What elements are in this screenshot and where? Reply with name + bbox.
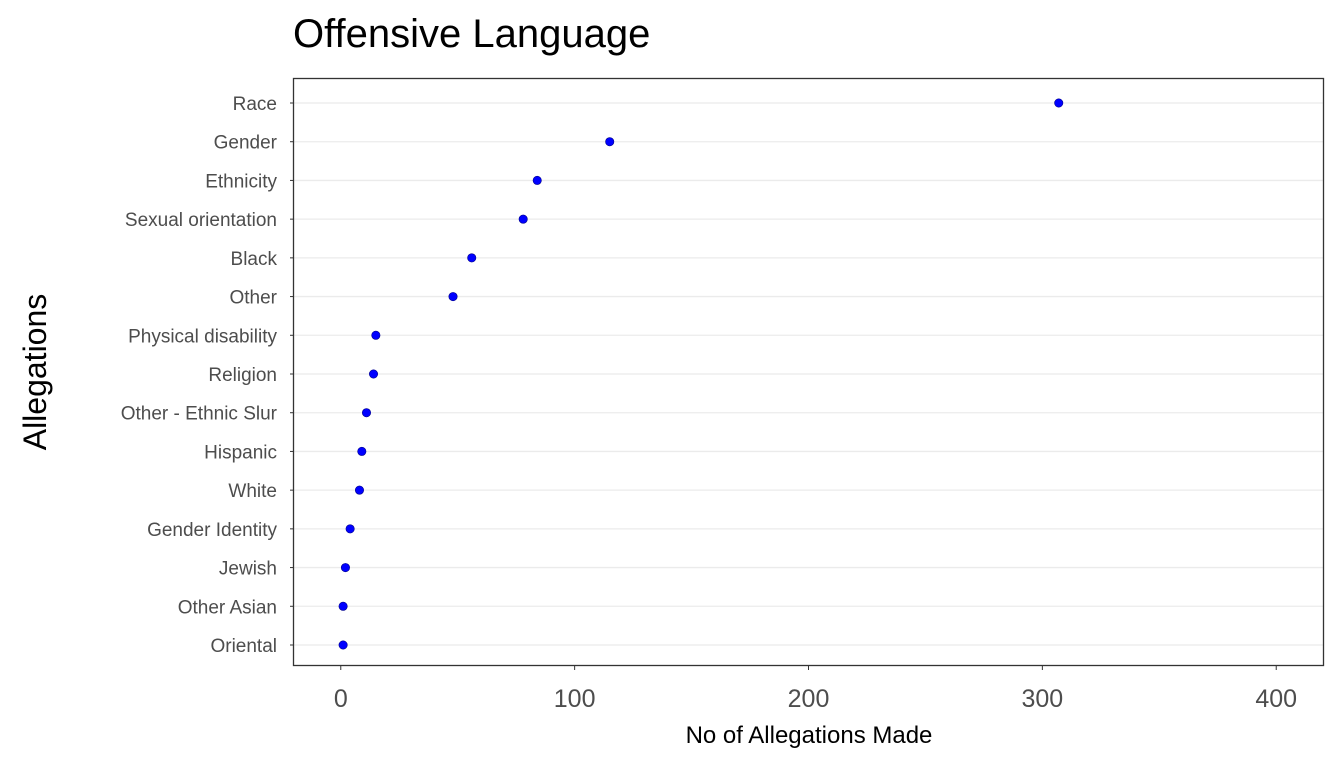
y-tick-label: Hispanic — [204, 442, 277, 463]
y-tick-label: Other — [229, 288, 277, 309]
x-tick-label: 300 — [1022, 685, 1064, 713]
data-point — [354, 485, 364, 495]
y-axis-title: Allegations — [17, 294, 53, 451]
x-tick-label: 0 — [334, 685, 348, 713]
data-point — [340, 563, 350, 573]
x-axis-title: No of Allegations Made — [686, 722, 933, 749]
y-tick-label: Sexual orientation — [125, 210, 277, 231]
data-point — [448, 292, 458, 302]
plot-panel — [292, 77, 1325, 667]
y-tick-label: Ethnicity — [205, 171, 277, 192]
data-point — [361, 408, 371, 418]
data-point — [605, 137, 615, 147]
y-tick-label: Oriental — [210, 636, 277, 657]
y-tick-labels: Race Gender Ethnicity Sexual orientation Bla… — [121, 94, 294, 657]
data-point — [338, 640, 348, 650]
y-tick-label: Gender — [214, 133, 278, 154]
x-tick-label: 200 — [788, 685, 830, 713]
y-tick-label: Other - Ethnic Slur — [121, 404, 278, 425]
x-tick-label: 100 — [554, 685, 596, 713]
y-tick-label: Black — [231, 249, 278, 270]
data-point — [371, 330, 381, 340]
y-tick-label: Race — [233, 94, 277, 115]
data-points — [338, 98, 1064, 650]
data-point — [518, 214, 528, 224]
y-tick-label: Other Asian — [178, 597, 277, 618]
data-point — [1054, 98, 1064, 108]
chart-title: Offensive Language — [293, 12, 651, 56]
y-tick-label: Jewish — [219, 559, 277, 580]
data-point — [338, 601, 348, 611]
y-tick-label: Gender Identity — [147, 520, 277, 541]
data-point — [532, 175, 542, 185]
y-tick-label: Physical disability — [128, 326, 277, 347]
data-point — [467, 253, 477, 263]
data-point — [345, 524, 355, 534]
data-point — [357, 446, 367, 456]
x-tick-label: 400 — [1255, 685, 1297, 713]
x-tick-labels: 0 100 200 300 400 — [334, 665, 1297, 713]
data-point — [369, 369, 379, 379]
y-tick-label: Religion — [208, 365, 277, 386]
y-tick-label: White — [228, 481, 277, 502]
grid-lines — [294, 102, 1323, 646]
